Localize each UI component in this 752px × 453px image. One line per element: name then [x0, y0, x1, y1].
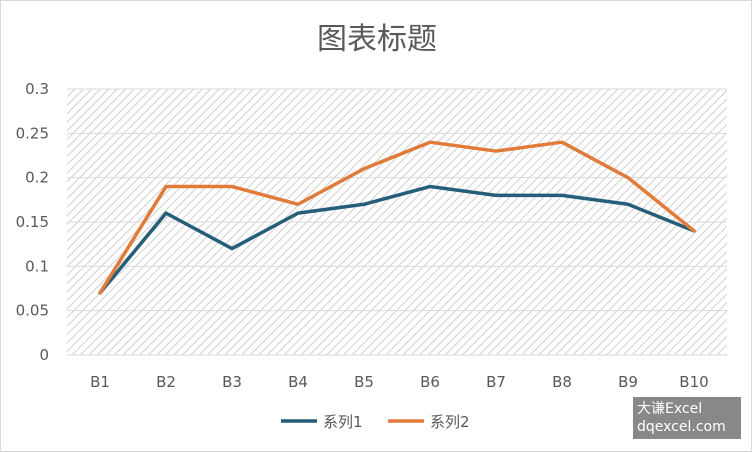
series-2-point [494, 149, 498, 153]
series-2-point [626, 176, 630, 180]
x-tick-label: B2 [156, 373, 176, 391]
series-lines [98, 140, 696, 295]
series-2-point [296, 202, 300, 206]
series-1-point [626, 202, 630, 206]
y-tick-label: 0.1 [25, 257, 49, 275]
series-1-point [428, 185, 432, 189]
watermark-line2: dqexcel.com [637, 419, 726, 435]
legend-label-1: 系列1 [323, 413, 363, 431]
x-tick-label: B3 [222, 373, 242, 391]
y-tick-label: 0.2 [25, 169, 49, 187]
series-2-point [362, 167, 366, 171]
series-1-point [494, 193, 498, 197]
legend: 系列1 系列2 [281, 413, 470, 431]
series-1-point [362, 202, 366, 206]
series-2-point [692, 229, 696, 233]
y-tick-label: 0.15 [16, 213, 49, 231]
series-line-2 [98, 140, 696, 295]
gridlines [67, 88, 727, 356]
series-1-point [296, 211, 300, 215]
chart-title: 图表标题 [317, 22, 437, 57]
x-tick-label: B6 [420, 373, 440, 391]
series-2-point [428, 140, 432, 144]
legend-label-2: 系列2 [430, 413, 470, 431]
x-tick-label: B1 [90, 373, 110, 391]
x-tick-label: B5 [354, 373, 374, 391]
x-tick-label: B8 [552, 373, 572, 391]
series-2-point [560, 140, 564, 144]
y-axis-ticks: 0 0.05 0.1 0.15 0.2 0.25 0.3 [16, 80, 49, 364]
series-2-point [230, 185, 234, 189]
watermark: 大谦Excel dqexcel.com [633, 397, 741, 439]
watermark-line1: 大谦Excel [637, 401, 703, 417]
y-tick-label: 0 [39, 346, 49, 364]
y-tick-label: 0.05 [16, 302, 49, 320]
x-tick-label: B10 [679, 373, 708, 391]
series-2-point [164, 185, 168, 189]
x-tick-label: B4 [288, 373, 308, 391]
series-line-1 [98, 184, 696, 295]
y-tick-label: 0.3 [25, 80, 49, 98]
y-tick-label: 0.25 [16, 124, 49, 142]
series-1-point [560, 193, 564, 197]
series-1-point [230, 247, 234, 251]
x-axis-ticks: B1 B2 B3 B4 B5 B6 B7 B8 B9 B10 [90, 373, 709, 391]
x-tick-label: B9 [618, 373, 638, 391]
series-2-point [98, 291, 102, 295]
series-1-point [164, 211, 168, 215]
x-tick-label: B7 [486, 373, 506, 391]
